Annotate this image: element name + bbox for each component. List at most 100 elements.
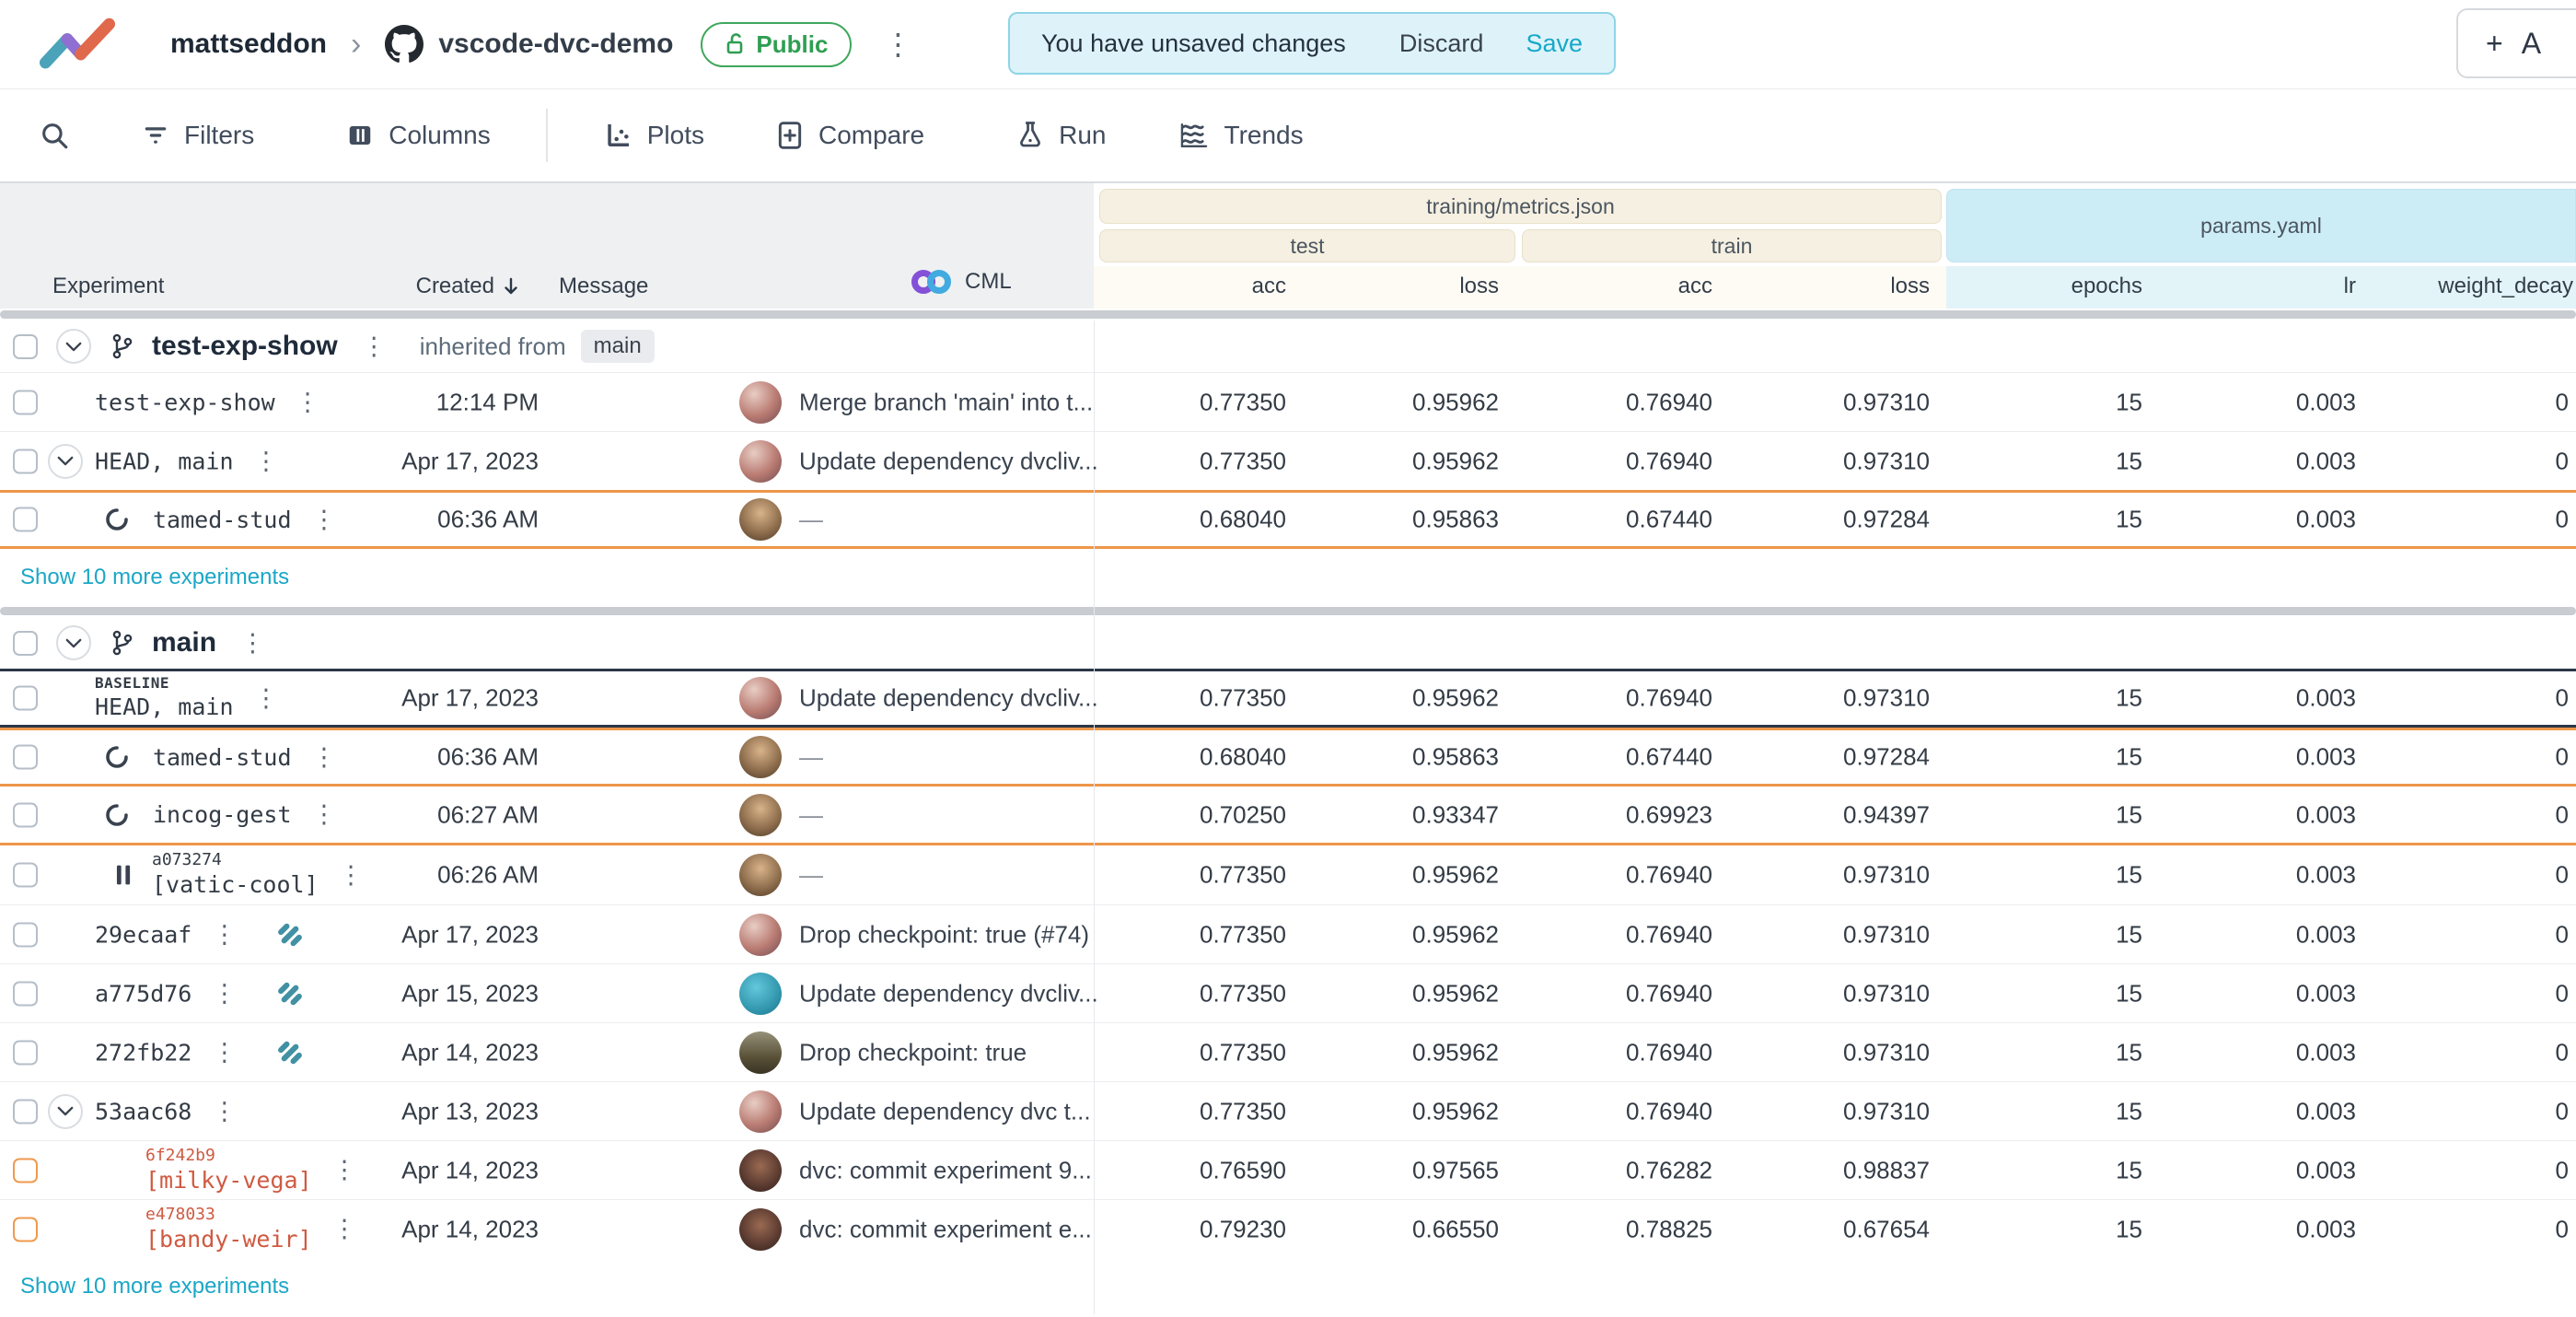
row-collapse-button[interactable] <box>48 1093 83 1129</box>
studio-logo-icon[interactable] <box>35 16 120 73</box>
show-more-link[interactable]: Show 10 more experiments <box>20 564 290 589</box>
breadcrumb-user[interactable]: mattseddon <box>170 29 328 59</box>
params-group-header[interactable]: params.yaml <box>1946 189 2576 262</box>
created-cell: Apr 14, 2023 <box>401 1156 539 1183</box>
table-row[interactable]: tamed-stud ⋮ 06:36 AM — 0.68040 0.95863 0.6744… <box>0 490 2576 549</box>
row-checkbox[interactable] <box>13 685 38 711</box>
table-row[interactable]: 6f242b9 [milky-vega] ⋮ Apr 14, 2023 dvc: com… <box>0 1140 2576 1199</box>
col-created[interactable]: Created <box>336 274 520 299</box>
created-cell: Apr 14, 2023 <box>401 1215 539 1242</box>
table-row[interactable]: e478033 [bandy-weir] ⋮ Apr 14, 2023 dvc: com… <box>0 1199 2576 1258</box>
table-row[interactable]: 272fb22 ⋮ Apr 14, 2023 Drop checkpoint: tru… <box>0 1022 2576 1081</box>
row-kebab-icon[interactable]: ⋮ <box>311 800 337 829</box>
table-row[interactable]: 53aac68 ⋮ Apr 13, 2023 Update dependency dv… <box>0 1081 2576 1140</box>
created-cell: Apr 17, 2023 <box>401 920 539 948</box>
col-message[interactable]: Message <box>559 274 649 298</box>
row-checkbox[interactable] <box>13 1217 38 1241</box>
experiment-id-stack: a073274 [vatic-cool] <box>152 852 319 899</box>
row-checkbox[interactable] <box>13 1040 38 1065</box>
row-checkbox[interactable] <box>13 1158 38 1183</box>
row-checkbox[interactable] <box>13 744 38 770</box>
col-test-loss[interactable]: loss <box>1459 274 1499 298</box>
row-checkbox[interactable] <box>13 449 38 473</box>
compare-button[interactable]: Compare <box>776 121 924 150</box>
col-experiment[interactable]: Experiment <box>52 274 165 298</box>
run-button[interactable]: Run <box>1016 121 1107 150</box>
experiment-name: 272fb22 <box>95 1039 192 1066</box>
experiment-id-stack: 6f242b9 [milky-vega] <box>145 1147 312 1194</box>
branch-kebab-icon[interactable]: ⋮ <box>240 628 266 658</box>
table-row[interactable]: incog-gest ⋮ 06:27 AM — 0.70250 0.93347 0.6992… <box>0 787 2576 845</box>
breadcrumb-repo[interactable]: vscode-dvc-demo <box>438 29 674 59</box>
row-checkbox[interactable] <box>13 862 38 888</box>
branch-collapse-button[interactable] <box>56 329 91 364</box>
metrics-group-header[interactable]: training/metrics.json <box>1099 189 1942 224</box>
table-row[interactable]: tamed-stud ⋮ 06:36 AM — 0.68040 0.95863 0.6744… <box>0 728 2576 787</box>
row-kebab-icon[interactable]: ⋮ <box>212 1038 238 1066</box>
row-kebab-icon[interactable]: ⋮ <box>295 388 320 416</box>
table-row[interactable]: a775d76 ⋮ Apr 15, 2023 Update dependency dv… <box>0 963 2576 1022</box>
add-button[interactable]: + A <box>2456 8 2576 78</box>
table-row[interactable]: HEAD, main ⋮ Apr 17, 2023 Update dependency… <box>0 431 2576 490</box>
add-button-label: A <box>2521 26 2542 60</box>
columns-icon <box>349 126 371 145</box>
search-button[interactable] <box>39 120 70 151</box>
trends-button[interactable]: Trends <box>1178 121 1304 150</box>
row-collapse-button[interactable] <box>48 443 83 479</box>
chevron-down-icon <box>65 638 82 647</box>
col-weight-decay[interactable]: weight_decay <box>2438 274 2573 298</box>
row-checkbox[interactable] <box>13 802 38 827</box>
branch-kebab-icon[interactable]: ⋮ <box>361 332 387 361</box>
branch-checkbox[interactable] <box>13 630 38 656</box>
row-kebab-icon[interactable]: ⋮ <box>212 979 238 1008</box>
inherited-branch-pill[interactable]: main <box>580 330 655 363</box>
col-test-acc[interactable]: acc <box>1251 274 1286 298</box>
row-checkbox[interactable] <box>13 507 38 532</box>
columns-button[interactable]: Columns <box>346 121 491 150</box>
table-row[interactable]: BASELINE HEAD, main ⋮ Apr 17, 2023 Update de… <box>0 669 2576 728</box>
branch-collapse-button[interactable] <box>56 625 91 660</box>
chevron-down-icon <box>57 1106 74 1116</box>
row-kebab-icon[interactable]: ⋮ <box>212 1097 238 1125</box>
row-checkbox[interactable] <box>13 922 38 947</box>
value-cell: 15 <box>2116 1038 2142 1066</box>
row-kebab-icon[interactable]: ⋮ <box>331 1156 357 1184</box>
branch-group-row[interactable]: main ⋮ <box>0 617 2576 669</box>
col-lr[interactable]: lr <box>2343 274 2356 298</box>
discard-button[interactable]: Discard <box>1398 29 1484 57</box>
show-more-row: Show 10 more experiments <box>0 549 2576 605</box>
metrics-train-subheader[interactable]: train <box>1522 229 1942 262</box>
experiment-name: [milky-vega] <box>145 1166 312 1194</box>
col-cml[interactable]: CML <box>910 268 1012 296</box>
value-cell: 0 <box>2555 920 2569 948</box>
table-row[interactable]: a073274 [vatic-cool] ⋮ 06:26 AM — 0.77350 0.95… <box>0 845 2576 904</box>
row-kebab-icon[interactable]: ⋮ <box>311 742 337 772</box>
save-button[interactable]: Save <box>1526 29 1583 57</box>
plots-button[interactable]: Plots <box>603 121 704 150</box>
row-kebab-icon[interactable]: ⋮ <box>253 683 279 713</box>
table-row[interactable]: 29ecaaf ⋮ Apr 17, 2023 Drop checkpoint: tru… <box>0 904 2576 963</box>
filters-button[interactable]: Filters <box>142 121 254 150</box>
row-kebab-icon[interactable]: ⋮ <box>331 1215 357 1243</box>
branch-group-row[interactable]: test-exp-show ⋮ inherited from main <box>0 321 2576 372</box>
col-train-acc[interactable]: acc <box>1677 274 1712 298</box>
value-cell: 0.76282 <box>1626 1156 1712 1183</box>
row-checkbox[interactable] <box>13 981 38 1006</box>
value-cell: 0.68040 <box>1200 742 1286 771</box>
section-divider-bar <box>0 605 2576 617</box>
row-checkbox[interactable] <box>13 390 38 414</box>
repo-menu-kebab-icon[interactable]: ⋮ <box>883 27 913 62</box>
row-kebab-icon[interactable]: ⋮ <box>338 860 364 890</box>
table-row[interactable]: test-exp-show ⋮ 12:14 PM Merge branch 'main… <box>0 372 2576 431</box>
col-train-loss[interactable]: loss <box>1890 274 1930 298</box>
col-epochs[interactable]: epochs <box>2071 274 2142 298</box>
dvc-badge-icon <box>274 978 306 1009</box>
row-checkbox[interactable] <box>13 1099 38 1124</box>
row-kebab-icon[interactable]: ⋮ <box>311 505 337 534</box>
visibility-badge[interactable]: Public <box>701 21 853 67</box>
row-kebab-icon[interactable]: ⋮ <box>212 920 238 949</box>
show-more-link[interactable]: Show 10 more experiments <box>20 1273 290 1299</box>
metrics-test-subheader[interactable]: test <box>1099 229 1515 262</box>
row-kebab-icon[interactable]: ⋮ <box>253 447 279 475</box>
branch-checkbox[interactable] <box>13 333 38 359</box>
